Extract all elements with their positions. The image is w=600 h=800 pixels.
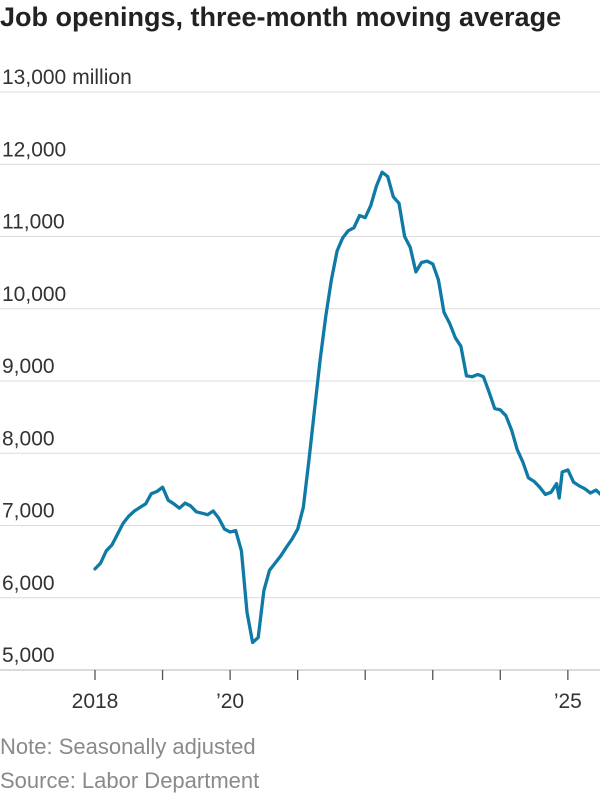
source-text: Source: Labor Department — [0, 768, 260, 793]
x-tick-label: ’20 — [216, 690, 244, 713]
y-axis-labels: million 13,000 12,000 11,000 10,000 9,000 8,0… — [2, 66, 132, 667]
y-tick-label: 5,000 — [2, 644, 55, 667]
gridlines — [0, 91, 600, 671]
y-tick-label: 12,000 — [2, 138, 66, 161]
y-tick-label: 11,000 — [2, 211, 65, 234]
y-tick-label: 13,000 — [2, 66, 66, 89]
x-tick-label: ’25 — [554, 690, 582, 713]
y-tick-label: 10,000 — [2, 283, 66, 306]
job-openings-line — [93, 170, 600, 645]
x-tick-label: 2018 — [72, 690, 119, 713]
chart-title: Job openings, three-month moving average — [0, 2, 562, 32]
note-text: Note: Seasonally adjusted — [0, 734, 256, 759]
chart-plot: million 13,000 12,000 11,000 10,000 9,000 8,0… — [0, 66, 600, 713]
series-layer — [93, 170, 600, 645]
y-tick-label: 9,000 — [2, 355, 55, 378]
y-tick-label: 6,000 — [2, 572, 55, 595]
y-tick-label: 8,000 — [2, 427, 55, 450]
x-axis: 2018 ’20 ’25 — [72, 670, 582, 713]
y-axis-unit: million — [72, 66, 132, 89]
y-tick-label: 7,000 — [2, 500, 55, 523]
